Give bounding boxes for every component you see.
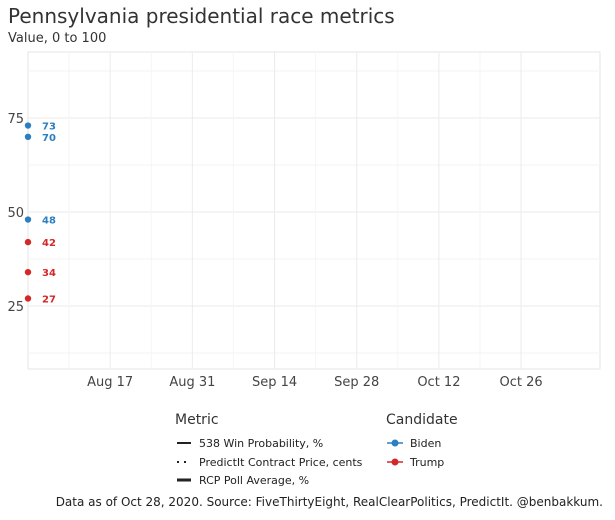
x-tick-label: Aug 31 — [169, 375, 215, 390]
x-tick-label: Oct 26 — [500, 375, 543, 390]
trump-point-key-icon — [386, 456, 404, 468]
legend-candidate-title: Candidate — [386, 412, 458, 428]
data-label-biden: 48 — [42, 216, 56, 227]
data-points — [24, 122, 32, 302]
legend-metric-predictit: PredictIt Contract Price, cents — [175, 454, 362, 470]
y-tick-label: 50 — [7, 206, 24, 221]
data-point-trump — [24, 295, 32, 302]
x-axis-ticks: Aug 17 Aug 31 Sep 14 Sep 28 Oct 12 Oct 26 — [87, 375, 543, 390]
chart-subtitle: Value, 0 to 100 — [8, 31, 107, 46]
plot-panel — [27, 51, 601, 370]
data-point-biden — [24, 133, 32, 140]
y-axis-ticks: 25 50 75 — [7, 112, 24, 315]
data-label-trump: 34 — [42, 268, 56, 279]
x-tick-label: Aug 17 — [87, 375, 133, 390]
legend-metric-538: 538 Win Probability, % — [175, 435, 323, 451]
data-point-biden — [24, 216, 32, 223]
data-point-trump — [24, 238, 32, 246]
x-tick-label: Oct 12 — [417, 375, 460, 390]
legend-metric-label: 538 Win Probability, % — [199, 436, 324, 450]
y-tick-label: 25 — [7, 300, 24, 315]
legend-metric-label: RCP Poll Average, % — [199, 473, 310, 487]
x-tick-label: Sep 28 — [334, 375, 379, 390]
data-label-biden: 70 — [42, 133, 56, 144]
chart-plot: 25 50 75 Aug 17 Aug 31 Sep 14 Sep 28 Oct 12 Oct… — [7, 51, 601, 390]
data-label-biden: 73 — [42, 122, 56, 133]
data-label-trump: 42 — [42, 238, 56, 249]
biden-point-key-icon — [386, 437, 404, 449]
legend-metric-rcp: RCP Poll Average, % — [175, 472, 309, 488]
grid-lines — [28, 52, 600, 369]
legend-candidate-trump: Trump — [386, 454, 444, 470]
data-point-biden — [24, 122, 32, 129]
legend-candidate-label: Biden — [410, 436, 442, 450]
dotted-line-key-icon — [175, 456, 193, 468]
legend-candidate-label: Trump — [410, 455, 445, 469]
data-point-trump — [24, 268, 32, 276]
y-tick-label: 75 — [7, 112, 24, 127]
thick-line-key-icon — [175, 474, 193, 486]
chart-caption: Data as of Oct 28, 2020. Source: FiveThi… — [55, 495, 603, 509]
solid-line-key-icon — [175, 437, 193, 449]
data-label-trump: 27 — [42, 294, 56, 305]
x-tick-label: Sep 14 — [252, 375, 297, 390]
chart-title: Pennsylvania presidential race metrics — [8, 4, 395, 28]
legend-candidate-biden: Biden — [386, 435, 441, 451]
legend-metric-label: PredictIt Contract Price, cents — [199, 455, 363, 469]
legend: Metric 538 Win Probability, % PredictIt … — [0, 412, 615, 487]
legend-metric-title: Metric — [175, 412, 219, 428]
